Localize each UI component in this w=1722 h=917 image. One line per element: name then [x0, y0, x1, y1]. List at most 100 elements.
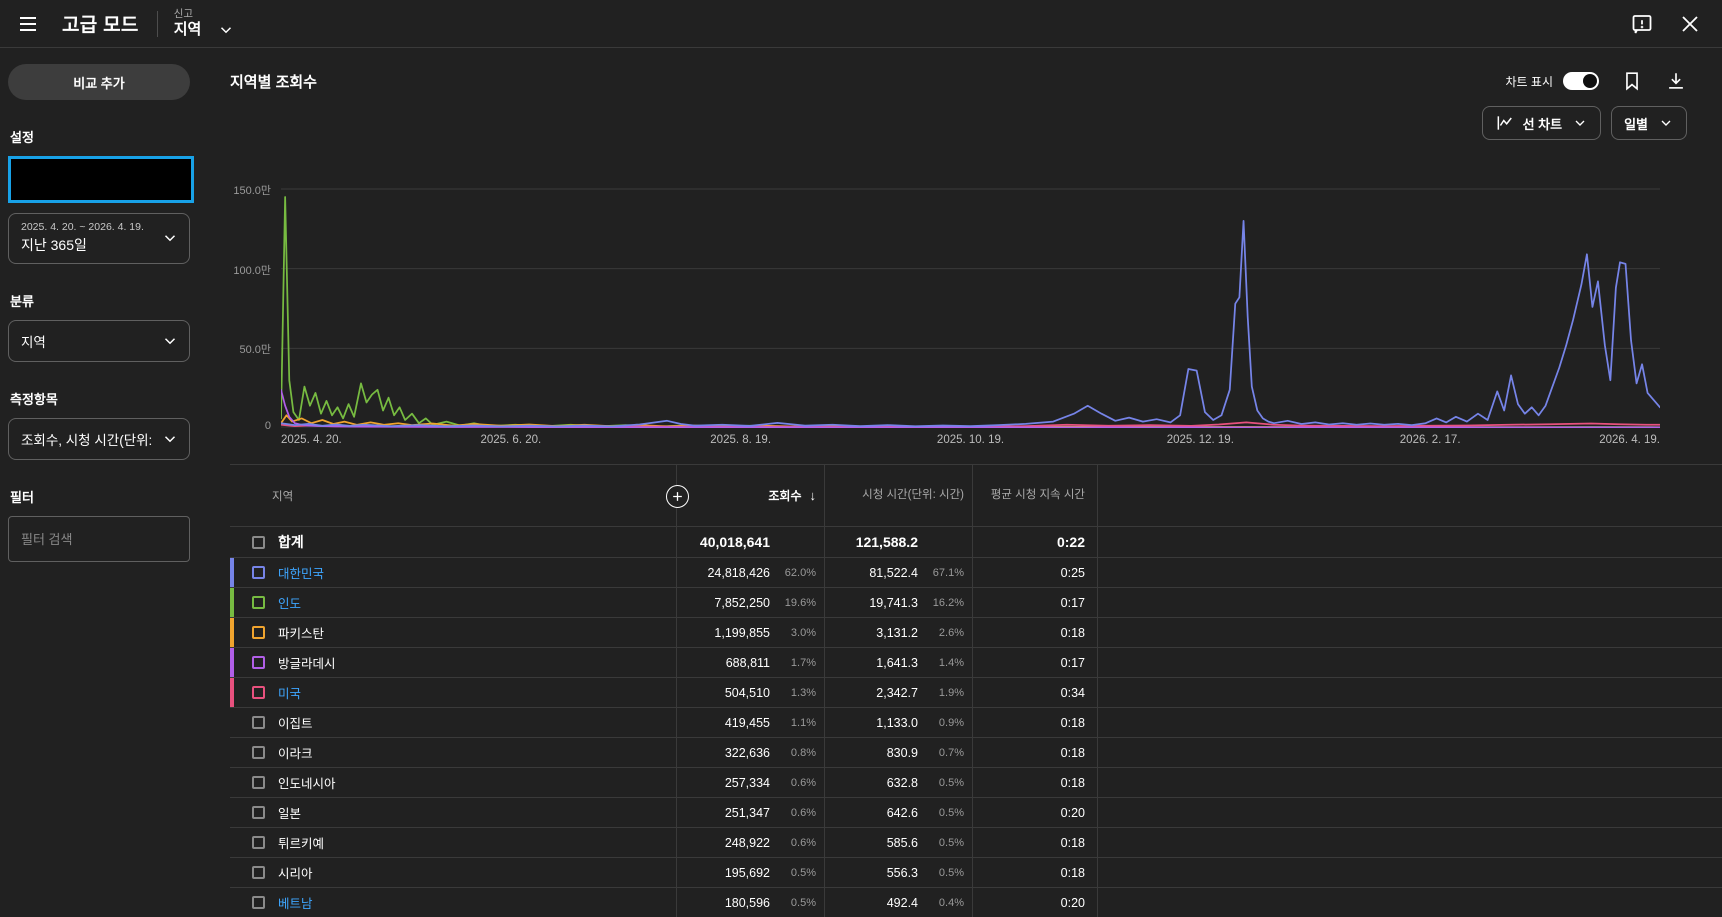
region-link[interactable]: 미국: [278, 687, 302, 701]
watch-time-percent: 1.9%: [938, 686, 964, 699]
col-header-watch-time[interactable]: 시청 시간(단위: 시간): [862, 488, 964, 501]
selected-entity-box[interactable]: [8, 156, 194, 203]
add-metric-button[interactable]: [666, 485, 689, 508]
row-checkbox[interactable]: [252, 746, 265, 759]
chart-visibility-toggle[interactable]: [1563, 72, 1599, 90]
avg-duration-value: 0:17: [1060, 655, 1085, 670]
table-row: 베트남 180,596 0.5% 492.4 0.4% 0:20: [230, 887, 1722, 917]
chart-type-value: 선 차트: [1522, 116, 1563, 132]
total-watch-time: 121,588.2: [855, 534, 918, 550]
avg-duration-value: 0:18: [1060, 835, 1085, 850]
col-header-region[interactable]: 지역: [272, 490, 294, 503]
report-selector[interactable]: 신고 지역: [174, 8, 236, 38]
row-checkbox[interactable]: [252, 716, 265, 729]
views-percent: 0.6%: [790, 776, 816, 789]
table-row: 인도네시아 257,334 0.6% 632.8 0.5% 0:18: [230, 767, 1722, 797]
row-checkbox[interactable]: [252, 806, 265, 819]
row-checkbox[interactable]: [252, 626, 265, 639]
filter-search-input[interactable]: [8, 516, 190, 562]
chevron-down-icon: [221, 26, 232, 33]
report-selector-value: 지역: [173, 20, 202, 38]
region-label: 일본: [278, 807, 302, 821]
views-percent: 0.6%: [790, 836, 816, 849]
watch-time-value: 632.8: [886, 775, 918, 790]
granularity-select[interactable]: 일별: [1611, 106, 1687, 140]
series-color-bar: [230, 738, 234, 767]
toggle-knob: [1583, 74, 1597, 88]
chevron-down-icon: [164, 435, 176, 442]
metrics-value: 조회수, 시청 시간(단위: ...: [21, 432, 155, 448]
chart-toggle-label: 차트 표시: [1505, 74, 1554, 89]
total-row-checkbox[interactable]: [252, 535, 265, 549]
report-selector-label: 신고: [173, 8, 194, 21]
avg-duration-value: 0:17: [1060, 595, 1085, 610]
app-title: 고급 모드: [62, 15, 139, 36]
row-checkbox[interactable]: [252, 836, 265, 849]
dimension-select[interactable]: 지역: [8, 320, 190, 362]
region-link[interactable]: 베트남: [278, 897, 313, 911]
views-value: 688,811: [725, 655, 770, 670]
row-checkbox[interactable]: [252, 776, 265, 789]
avg-duration-value: 0:18: [1060, 625, 1085, 640]
sort-desc-icon[interactable]: ↓: [809, 488, 817, 503]
y-axis-tick-label: 100.0만: [233, 264, 271, 277]
topbar-divider: [156, 10, 158, 37]
y-axis-tick-label: 150.0만: [233, 185, 271, 197]
date-range-label: 지난 365일: [21, 237, 87, 253]
row-checkbox[interactable]: [252, 596, 265, 609]
table-header: 지역 조회수 ↓ 시청 시간(단위: 시간) 평균 시청 지속 시간: [230, 464, 1722, 526]
regions-table: 지역 조회수 ↓ 시청 시간(단위: 시간) 평균 시청 지속 시간: [230, 464, 1722, 917]
close-icon[interactable]: [1678, 12, 1702, 36]
menu-icon[interactable]: [16, 12, 40, 36]
row-checkbox[interactable]: [252, 656, 265, 669]
views-percent: 19.6%: [784, 596, 816, 609]
row-checkbox[interactable]: [252, 566, 265, 579]
region-label: 파키스탄: [278, 627, 325, 641]
watch-time-value: 81,522.4: [869, 565, 918, 580]
watch-time-percent: 2.6%: [938, 626, 964, 639]
bookmark-icon[interactable]: [1621, 70, 1643, 92]
views-value: 1,199,855: [714, 625, 770, 640]
series-color-bar: [230, 828, 234, 857]
series-color-bar: [230, 708, 234, 737]
watch-time-percent: 0.5%: [938, 806, 964, 819]
metrics-select[interactable]: 조회수, 시청 시간(단위: ...: [8, 418, 190, 460]
chevron-down-icon: [1575, 120, 1585, 126]
views-percent: 1.3%: [790, 686, 816, 699]
y-axis-tick-label: 0: [264, 420, 271, 432]
chart-type-select[interactable]: 선 차트: [1481, 106, 1602, 140]
line-chart[interactable]: 150.0만 100.0만 50.0만 0: [233, 156, 1660, 432]
watch-time-percent: 0.4%: [938, 896, 964, 909]
line-chart-icon: [1497, 116, 1512, 130]
row-checkbox[interactable]: [252, 896, 265, 909]
plus-icon: [673, 492, 682, 501]
watch-time-percent: 67.1%: [932, 566, 964, 579]
row-checkbox[interactable]: [252, 686, 265, 699]
dimension-section-label: 분류: [10, 294, 34, 309]
series-color-bar: [230, 558, 234, 587]
avg-duration-value: 0:20: [1060, 895, 1085, 910]
x-axis-tick-label: 2025. 8. 19.: [710, 434, 772, 446]
table-row: 튀르키예 248,922 0.6% 585.6 0.5% 0:18: [230, 827, 1722, 857]
region-link[interactable]: 대한민국: [278, 567, 325, 581]
row-checkbox[interactable]: [252, 866, 265, 879]
watch-time-value: 642.6: [886, 805, 918, 820]
download-icon[interactable]: [1665, 70, 1687, 92]
series-line-방글라데시: [281, 390, 1660, 428]
x-axis-tick-label: 2025. 6. 20.: [480, 434, 542, 446]
watch-time-value: 556.3: [886, 865, 918, 880]
date-range-select[interactable]: 2025. 4. 20. ~ 2026. 4. 19. 지난 365일: [8, 213, 190, 264]
table-row: 이집트 419,455 1.1% 1,133.0 0.9% 0:18: [230, 707, 1722, 737]
col-header-avg-duration[interactable]: 평균 시청 지속 시간: [990, 488, 1085, 501]
series-color-bar: [230, 678, 234, 707]
avg-duration-value: 0:25: [1060, 565, 1085, 580]
feedback-icon[interactable]: [1630, 12, 1654, 36]
metrics-section-label: 측정항목: [10, 392, 58, 407]
watch-time-percent: 0.9%: [938, 716, 964, 729]
views-percent: 0.8%: [790, 746, 816, 759]
col-header-views[interactable]: 조회수: [768, 489, 802, 503]
region-link[interactable]: 인도: [278, 597, 302, 611]
avg-duration-value: 0:18: [1060, 715, 1085, 730]
add-comparison-button[interactable]: 비교 추가: [8, 64, 190, 100]
table-row: 방글라데시 688,811 1.7% 1,641.3 1.4% 0:17: [230, 647, 1722, 677]
